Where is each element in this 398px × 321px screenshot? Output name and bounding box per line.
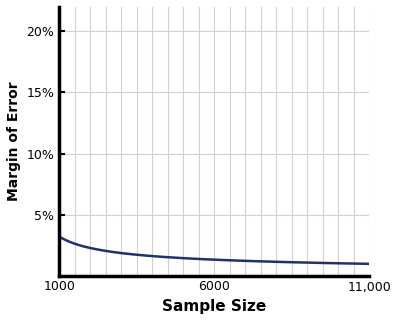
X-axis label: Sample Size: Sample Size (162, 299, 266, 314)
Y-axis label: Margin of Error: Margin of Error (7, 82, 21, 201)
